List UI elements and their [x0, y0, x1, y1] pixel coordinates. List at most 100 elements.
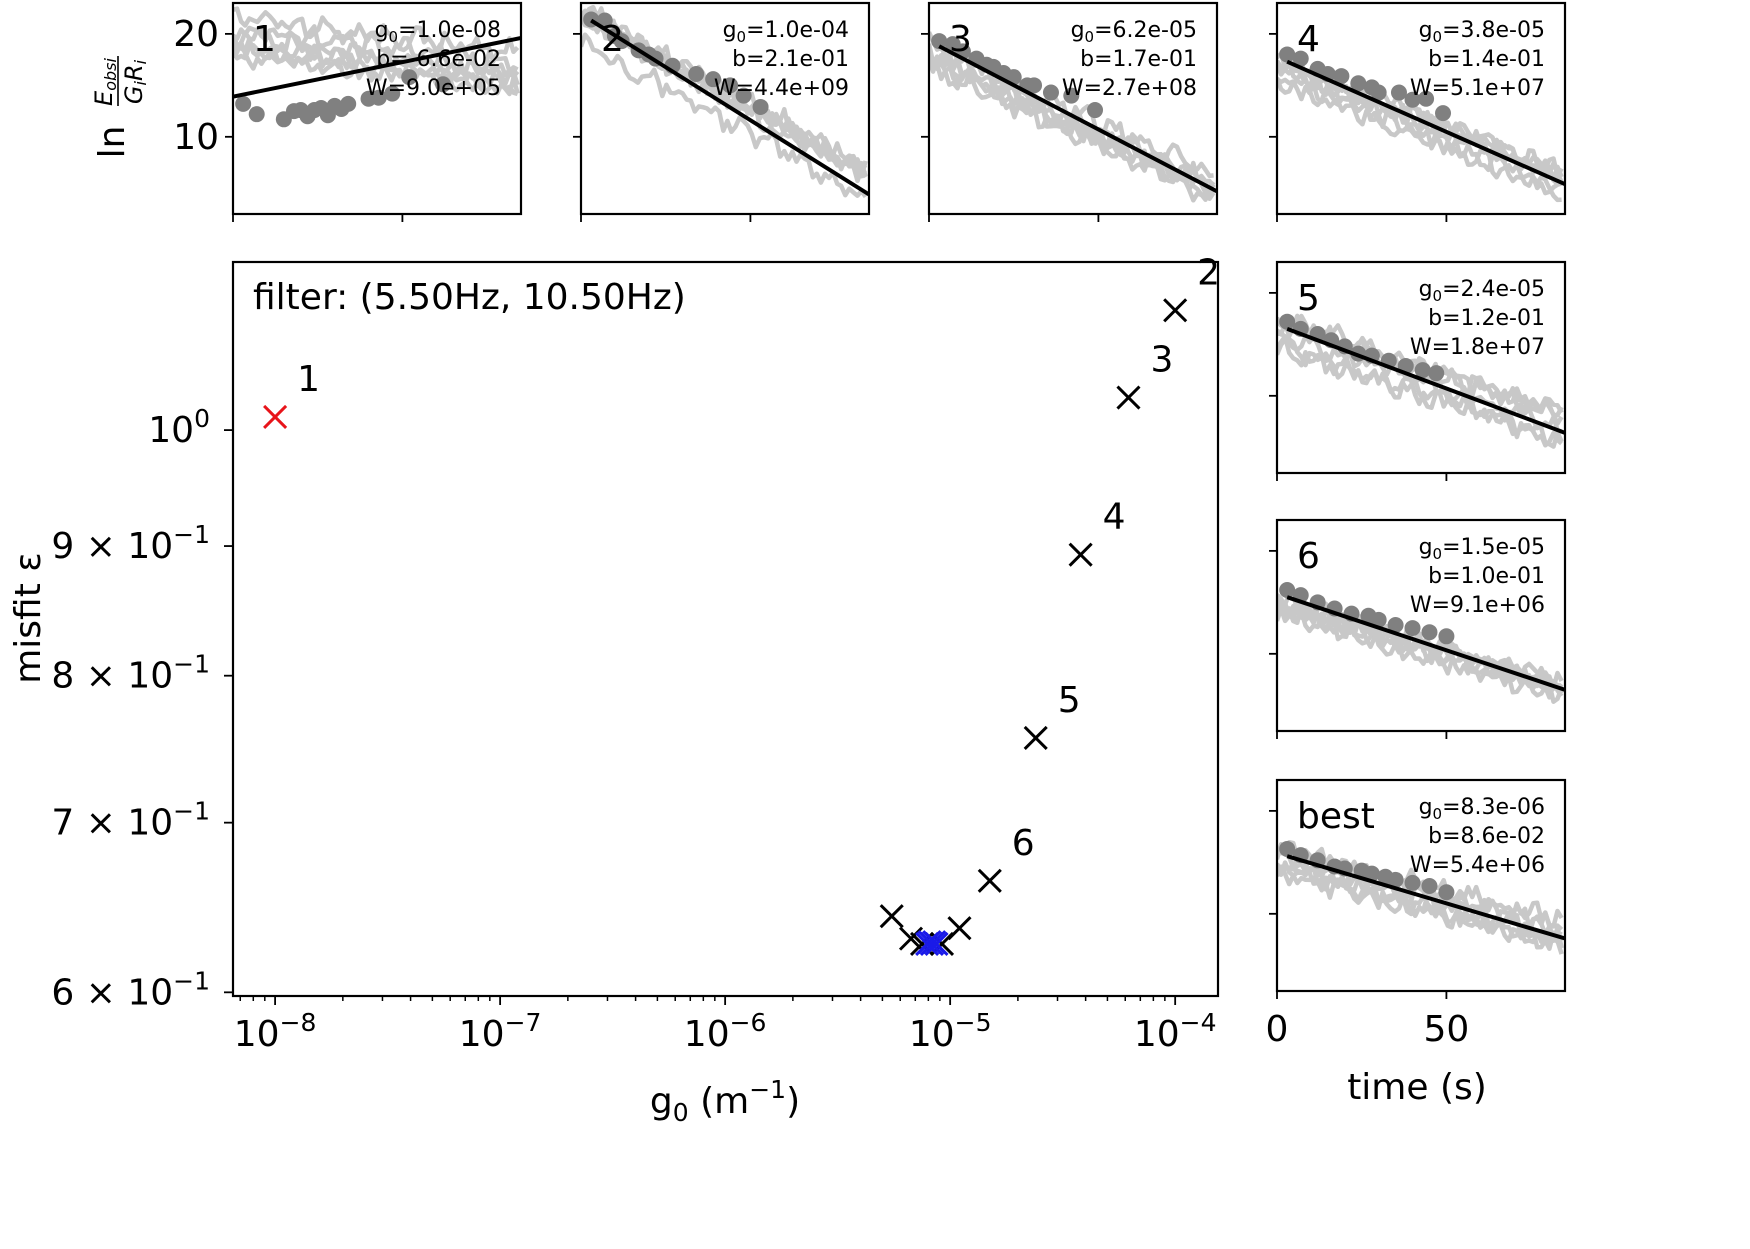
misfit-point-3-stroke-b — [1116, 385, 1141, 410]
g0-text: g0=8.3e-06 — [1419, 795, 1545, 823]
data-point — [1279, 46, 1296, 63]
panel-y-label-num-sub: obsi — [101, 58, 120, 91]
b-value: -6.6e-02 — [409, 47, 501, 72]
fit-line — [938, 44, 1217, 194]
y-tick-label: 7 × 10−1 — [51, 797, 210, 844]
x-axis-label: g0 (m−1) — [650, 1075, 800, 1127]
data-point — [735, 87, 752, 104]
b-value: 1.7e-01 — [1113, 47, 1197, 72]
data-point — [1387, 616, 1404, 633]
b-value: 8.6e-02 — [1461, 824, 1545, 849]
point-label: 5 — [1058, 680, 1081, 721]
b-prefix: b= — [1428, 824, 1460, 849]
W-text: W=5.1e+07 — [1410, 76, 1545, 101]
panel-y-label-den-r-sub: i — [131, 59, 150, 64]
panel-label: 2 — [601, 19, 624, 60]
g0-eq: = — [398, 18, 416, 43]
panel-y-label-denominator: GiRi — [120, 59, 150, 104]
data-point — [401, 69, 418, 86]
panel-x-tick-label: 50 — [1424, 1009, 1470, 1050]
W-value: 9.1e+06 — [1450, 593, 1545, 618]
y-tick-exp: 0 — [194, 404, 210, 433]
W-prefix: W= — [1410, 593, 1450, 618]
x-tick-label: 10−5 — [909, 1008, 992, 1055]
panel-y-label-den-g-sub: i — [131, 80, 150, 85]
x-tick-base: 10 — [234, 1014, 280, 1055]
data-point — [1370, 611, 1387, 628]
observation-trace — [1277, 76, 1562, 203]
g0-eq: = — [1094, 18, 1112, 43]
panel-label: 4 — [1297, 19, 1320, 60]
panel-data-area — [1277, 581, 1565, 704]
data-point — [1438, 628, 1455, 645]
data-point — [1387, 871, 1404, 888]
data-point — [1333, 68, 1350, 85]
misfit-point-6 — [977, 868, 1002, 893]
g0-value: 1.5e-05 — [1461, 535, 1545, 560]
panel-6: 6 g0=1.5e-05b=1.0e-01W=9.1e+06 — [1269, 518, 1567, 739]
data-point — [1414, 362, 1431, 379]
x-tick-base: 10 — [909, 1014, 955, 1055]
data-point — [1063, 87, 1080, 104]
g0-value: 8.3e-06 — [1461, 795, 1545, 820]
panel-label: 5 — [1297, 278, 1320, 319]
g0-text: g0=2.4e-05 — [1419, 277, 1545, 305]
W-value: 4.4e+09 — [754, 76, 849, 101]
g0-prefix: g — [1419, 277, 1433, 302]
data-point — [1438, 884, 1455, 901]
main-plot-frame — [231, 260, 1220, 998]
panel-2: 2 g0=1.0e-04b=2.1e-01W=4.4e+09 — [573, 1, 871, 222]
fit-line — [1286, 59, 1565, 186]
x-tick-base: 10 — [459, 1014, 505, 1055]
b-text: b=-6.6e-02 — [376, 47, 501, 72]
g0-eq: = — [1442, 18, 1460, 43]
panel-3: 3 g0=6.2e-05b=1.7e-01W=2.7e+08 — [921, 1, 1219, 222]
data-point — [435, 76, 452, 93]
g0-prefix: g — [1419, 795, 1433, 820]
x-tick-label: 10−8 — [234, 1008, 317, 1055]
panel-x-tick-label: 0 — [1266, 1009, 1289, 1050]
g0-sub: 0 — [1433, 28, 1443, 46]
W-text: W=9.1e+06 — [1410, 593, 1545, 618]
misfit-point-2-stroke-b — [1163, 298, 1188, 323]
fit-line — [233, 36, 521, 99]
point-label: 2 — [1197, 252, 1220, 293]
g0-sub: 0 — [1085, 28, 1095, 46]
data-point — [752, 98, 769, 115]
b-text: b=8.6e-02 — [1428, 824, 1545, 849]
panel-data-area — [581, 4, 869, 199]
x-tick-base: 10 — [684, 1014, 730, 1055]
W-text: W=2.7e+08 — [1062, 76, 1197, 101]
b-prefix: b= — [732, 47, 764, 72]
g0-value: 2.4e-05 — [1461, 277, 1545, 302]
misfit-point-stroke-b — [898, 926, 924, 951]
data-point — [340, 95, 357, 112]
g0-eq: = — [746, 18, 764, 43]
y-tick-label: 100 — [148, 404, 210, 451]
x-axis-label-main: g — [650, 1081, 673, 1122]
panel-y-label-numerator: Eobsi — [90, 58, 120, 106]
panel-data-area — [929, 31, 1217, 203]
observation-trace — [1277, 606, 1564, 704]
g0-text: g0=1.0e-08 — [375, 18, 501, 46]
g0-value: 6.2e-05 — [1113, 18, 1197, 43]
observation-trace — [1277, 862, 1564, 949]
data-point — [1279, 581, 1296, 598]
g0-value: 1.0e-08 — [417, 18, 501, 43]
g0-eq: = — [1442, 277, 1460, 302]
W-prefix: W= — [1062, 76, 1102, 101]
misfit-point-6-stroke-b — [977, 868, 1002, 893]
g0-prefix: g — [375, 18, 389, 43]
b-value: 1.0e-01 — [1461, 564, 1545, 589]
observation-trace — [233, 24, 519, 74]
misfit-point-5-stroke-b — [1023, 725, 1048, 751]
panel-frame — [1275, 518, 1567, 733]
observation-trace — [929, 52, 1216, 202]
misfit-point-4 — [1068, 542, 1093, 567]
data-point — [1350, 75, 1367, 92]
b-text: b=1.0e-01 — [1428, 564, 1545, 589]
point-label: 3 — [1150, 340, 1173, 381]
